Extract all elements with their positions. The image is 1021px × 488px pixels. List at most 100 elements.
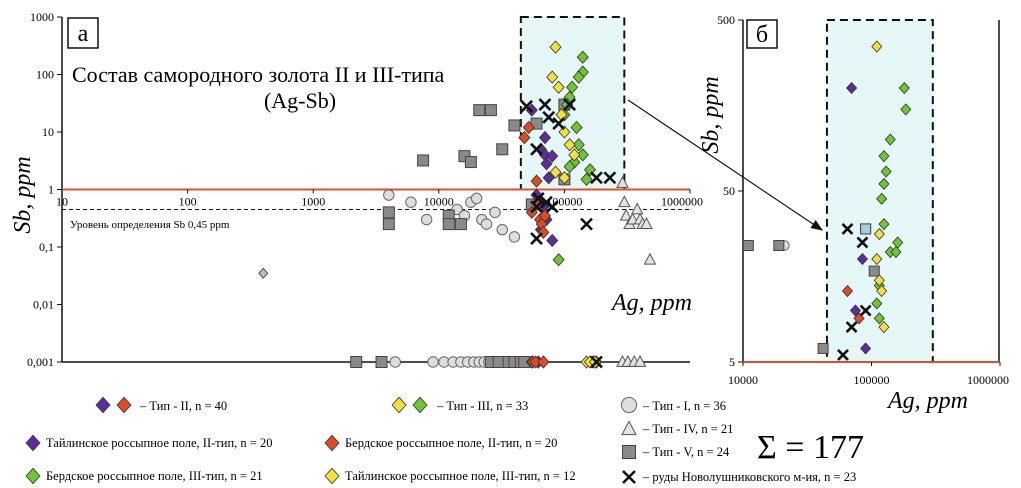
y-axis-title-a: Sb, ppm [10, 156, 36, 233]
data-point-a [572, 138, 585, 152]
x-tick-label-a: 1000 [301, 195, 325, 209]
ticks-b: 5 50 500 10000 100000 1000000 [717, 13, 1009, 387]
data-point-a [546, 233, 559, 248]
legend-berd3: Бердское россыпное поле, III-тип, n = 21 [46, 469, 263, 483]
legend-icon-tip3-berd [412, 396, 428, 414]
panel-a-label: а [78, 21, 89, 47]
legend-icon-tailinsk3 [324, 467, 340, 485]
data-point-b [845, 321, 858, 334]
data-point-b [860, 223, 872, 235]
data-point-b [871, 252, 883, 266]
legend-icon-berd3 [25, 467, 41, 485]
x-tick-label-a: 100 [179, 195, 197, 209]
data-point-a [546, 149, 559, 163]
data-point-a [530, 232, 543, 246]
data-point-a [420, 213, 433, 226]
data-point-b [892, 236, 904, 249]
data-point-a [464, 156, 477, 169]
data-point-a [580, 172, 593, 187]
data-point-b [878, 321, 890, 334]
data-point-a [546, 70, 559, 84]
y-tick-label-a: 10 [42, 125, 54, 139]
x-tick-label-b: 1000000 [967, 373, 1009, 387]
legend-ore: – руды Новолушниковского м-ия, n = 23 [642, 470, 856, 484]
data-point-a [496, 223, 508, 236]
data-point-a [492, 356, 505, 368]
data-point-b [773, 240, 785, 252]
detection-limit-label: Уровень определения Sb 0,45 ppm [70, 219, 230, 231]
data-point-a [640, 216, 653, 230]
panel-b-label: б [756, 22, 768, 48]
legend-icon-tip1 [620, 396, 638, 414]
data-point-b [841, 284, 853, 298]
x-axis-title-a: Ag, ppm [610, 290, 692, 316]
data-point-a [576, 50, 589, 64]
data-point-a [382, 206, 395, 219]
data-point-a [572, 70, 585, 84]
legend-berd2: Бердское россыпное поле, II-тип, n = 20 [345, 436, 557, 450]
data-point-a [417, 154, 430, 167]
data-point-b [846, 81, 858, 95]
data-point-b [849, 304, 861, 317]
legend-tip2: – Тип - II, n = 40 [139, 399, 227, 413]
legend-icon-tip5 [622, 445, 636, 459]
y-axis-title-b: Sb, ppm [698, 76, 724, 153]
x-tick-label-a: 1000000 [661, 195, 703, 209]
data-point-a [350, 356, 363, 368]
data-point-a [531, 191, 545, 205]
chart-title: Состав самородного золота II и III-типа [72, 62, 445, 87]
data-point-a [496, 143, 509, 156]
data-point-a [542, 110, 556, 124]
data-point-a [538, 209, 551, 223]
data-point-a [489, 206, 501, 219]
data-point-a [258, 267, 269, 279]
y-tick-label-b: 500 [717, 13, 735, 27]
data-point-b [876, 192, 888, 205]
legend-tailinsk2: Тайлинское россыпное поле, II-тип, n = 2… [46, 436, 272, 450]
data-point-b [817, 342, 829, 354]
data-point-a [603, 171, 617, 185]
highlight-box-b [825, 19, 934, 363]
legend-icon-tailinsk2 [25, 434, 41, 452]
data-point-a [563, 159, 576, 174]
panel-b-label-box [746, 19, 778, 49]
data-point-b [878, 177, 890, 191]
data-point-a [484, 104, 497, 117]
x-tick-label-a: 10000 [424, 195, 454, 209]
legend-icon-tip2-tailinsk [95, 396, 111, 414]
y-tick-label-a: 0,1 [39, 240, 54, 254]
data-point-a [442, 218, 455, 231]
data-point-a [616, 175, 629, 188]
data-point-b [871, 297, 883, 310]
data-point-a [633, 354, 647, 367]
data-point-a [530, 142, 543, 156]
data-point-a [480, 218, 493, 230]
data-point-a [565, 80, 579, 94]
y-tick-label-a: 0,001 [27, 355, 54, 369]
data-point-a [570, 120, 583, 135]
data-point-b [871, 40, 883, 53]
data-point-b [878, 150, 890, 163]
y-tick-label-a: 1000 [30, 10, 54, 24]
data-point-a [537, 355, 550, 369]
x-tick-label-b: 10000 [728, 373, 758, 387]
data-point-b [841, 223, 854, 235]
data-point-a [563, 98, 577, 111]
data-point-b [742, 240, 754, 252]
zoom-arrow [627, 99, 823, 231]
legend: – Тип - II, n = 40 – Тип - III, n = 33 –… [25, 396, 864, 485]
data-point-a [619, 208, 633, 221]
data-point-a [542, 171, 555, 185]
data-point-a [552, 117, 566, 131]
legend-tip3: – Тип - III, n = 33 [436, 399, 528, 413]
legend-icon-berd2 [324, 434, 340, 452]
data-point-a [522, 120, 535, 135]
panel-b: 5 50 500 10000 100000 1000000 б Sb, ppm Ag, p… [698, 13, 1009, 414]
data-point-b [859, 304, 872, 317]
data-point-a [473, 104, 486, 117]
data-point-b [856, 252, 868, 266]
data-point-a [549, 165, 562, 179]
points-a [258, 40, 657, 369]
data-point-b [878, 218, 890, 231]
